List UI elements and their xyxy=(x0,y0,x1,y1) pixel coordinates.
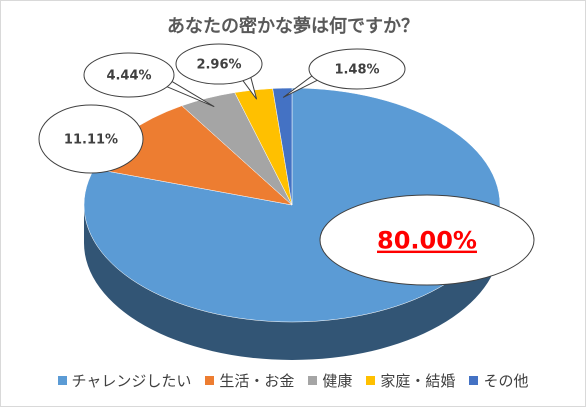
legend-item-4: 家庭・結婚 xyxy=(366,370,455,391)
legend-label-4: 家庭・結婚 xyxy=(380,372,456,390)
callout-bubble-4 xyxy=(175,43,263,85)
callout-layer: 80.00% 11.11% 4.44% 2.96% 1.48% xyxy=(38,43,535,286)
callout-bubble-1 xyxy=(319,194,535,286)
legend-item-3: 健康 xyxy=(308,370,352,391)
legend-item-2: 生活・お金 xyxy=(205,370,294,391)
callout-bubble-5 xyxy=(308,48,406,90)
callout-bubble-3 xyxy=(83,52,175,98)
legend-swatch-1 xyxy=(57,376,67,385)
callout-bubble-2 xyxy=(38,104,144,174)
pie-depth-layer xyxy=(84,205,500,360)
legend: チャレンジしたい 生活・お金 健康 家庭・結婚 その他 xyxy=(0,370,586,391)
legend-label-2: 生活・お金 xyxy=(219,372,295,390)
chart-title: あなたの密かな夢は何ですか？ xyxy=(167,16,419,37)
legend-swatch-4 xyxy=(366,376,376,385)
data-label-2: 11.11% xyxy=(64,133,118,148)
pie-slice-side-1 xyxy=(84,205,500,360)
data-label-4: 2.96% xyxy=(196,58,241,73)
legend-swatch-2 xyxy=(205,376,215,385)
legend-label-1: チャレンジしたい xyxy=(71,372,192,390)
pie-slice-5 xyxy=(272,87,293,206)
data-label-1: 80.00% xyxy=(377,227,477,255)
data-label-3: 4.44% xyxy=(106,69,151,84)
legend-swatch-3 xyxy=(308,376,318,385)
legend-swatch-5 xyxy=(469,376,479,385)
legend-item-1: チャレンジしたい xyxy=(57,370,192,391)
legend-label-5: その他 xyxy=(483,372,529,390)
data-label-5: 1.48% xyxy=(334,63,379,78)
legend-label-3: 健康 xyxy=(322,372,353,390)
legend-item-5: その他 xyxy=(469,370,528,391)
